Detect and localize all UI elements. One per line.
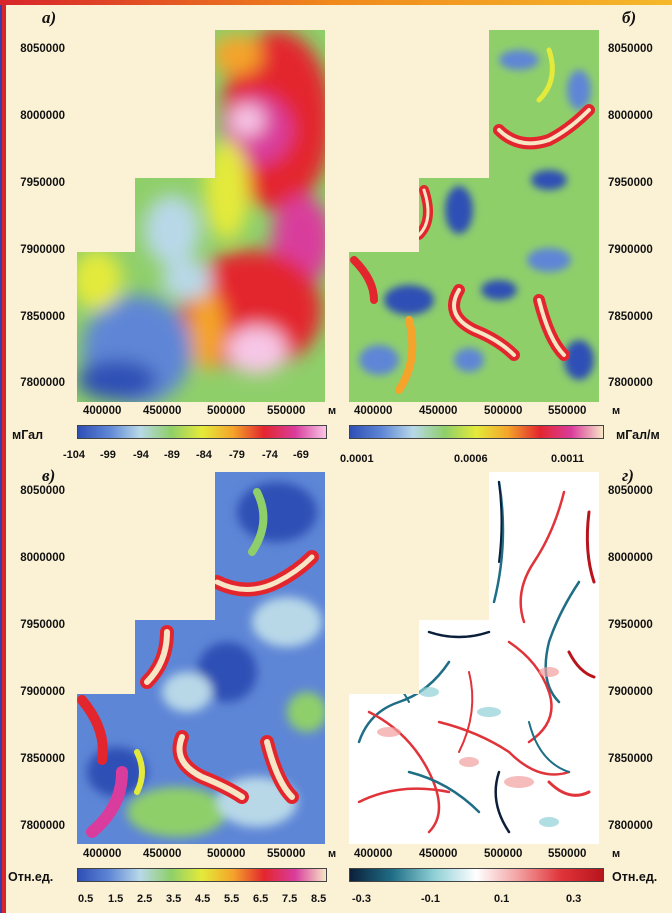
panel-g-ytick: 7800000: [608, 820, 653, 832]
panel-v-ytick: 8000000: [20, 552, 65, 564]
panel-v-xtick: 400000: [83, 848, 122, 860]
panel-v-cb-tick: 3.5: [166, 893, 182, 905]
panel-b-ytick: 8050000: [608, 43, 653, 55]
panel-b-x-unit: м: [612, 405, 621, 417]
panel-v-ytick: 8050000: [20, 485, 65, 497]
panel-b-ytick: 7800000: [608, 377, 653, 389]
panel-a-xtick: 400000: [83, 405, 122, 417]
panel-v-cb-tick: 0.5: [78, 893, 94, 905]
panel-v-x-unit: м: [328, 848, 337, 860]
panel-v-cb-tick: 6.5: [253, 893, 269, 905]
panel-v-ytick: 7800000: [20, 820, 65, 832]
panel-g-letter: г): [622, 466, 634, 485]
panel-g-ytick: 7900000: [608, 686, 653, 698]
panel-b-ytick: 7850000: [608, 311, 653, 323]
panel-a-x-unit: м: [328, 405, 337, 417]
panel-a-cb-tick: -104: [63, 449, 86, 461]
panel-g-colorbar: [349, 868, 604, 882]
panel-a-ytick: 8050000: [20, 43, 65, 55]
panel-a-ytick: 7800000: [20, 377, 65, 389]
panel-g-xtick: 550000: [548, 848, 587, 860]
panel-b-colorbar-label: мГал/м: [616, 428, 660, 442]
panel-g-cb-tick: 0.1: [494, 893, 510, 905]
panel-g-xtick: 500000: [484, 848, 523, 860]
panel-a-letter: а): [42, 8, 57, 27]
panel-v-letter: в): [42, 466, 56, 485]
panel-a-xtick: 500000: [207, 405, 246, 417]
panel-a-cb-tick: -94: [133, 449, 149, 461]
panel-a-xtick: 450000: [143, 405, 182, 417]
panel-b-xtick: 550000: [548, 405, 587, 417]
page-border-left: [0, 0, 6, 913]
panel-v-colorbar: [77, 868, 327, 882]
panel-b-xtick: 500000: [484, 405, 523, 417]
panel-v-cb-tick: 7.5: [282, 893, 298, 905]
panel-a-cb-tick: -74: [262, 449, 278, 461]
panel-v-ytick: 7850000: [20, 753, 65, 765]
panel-b-ytick: 7900000: [608, 244, 653, 256]
panel-g-cb-tick: -0.1: [421, 893, 440, 905]
panel-v-cb-tick: 4.5: [195, 893, 211, 905]
panel-v-map: [77, 472, 325, 844]
panel-v-cb-tick: 5.5: [224, 893, 240, 905]
panel-v-ytick: 7950000: [20, 619, 65, 631]
panel-b-cb-tick: 0.0001: [340, 453, 374, 465]
panel-g-colorbar-label: Отн.ед.: [612, 870, 658, 884]
panel-a-ytick: 7900000: [20, 244, 65, 256]
panel-g-ytick: 8000000: [608, 552, 653, 564]
panel-a-cb-tick: -84: [196, 449, 212, 461]
panel-a-ytick: 8000000: [20, 110, 65, 122]
panel-b-ytick: 8000000: [608, 110, 653, 122]
panel-v-cb-tick: 1.5: [108, 893, 124, 905]
panel-v-xtick: 450000: [143, 848, 182, 860]
panel-g-cb-tick: -0.3: [352, 893, 371, 905]
panel-v-ytick: 7900000: [20, 686, 65, 698]
panel-g-ytick: 8050000: [608, 485, 653, 497]
panel-b-letter: б): [622, 8, 637, 27]
panel-g-map: [349, 472, 599, 844]
panel-a-cb-tick: -79: [229, 449, 245, 461]
panel-v-cb-tick: 8.5: [311, 893, 327, 905]
panel-v-colorbar-label: Отн.ед.: [8, 870, 54, 884]
panel-a-cb-tick: -89: [164, 449, 180, 461]
panel-b-ytick: 7950000: [608, 177, 653, 189]
panel-g-xtick: 450000: [419, 848, 458, 860]
panel-g-ytick: 7950000: [608, 619, 653, 631]
page-border-top: [0, 0, 672, 5]
panel-a-xtick: 550000: [267, 405, 306, 417]
panel-v-xtick: 550000: [267, 848, 306, 860]
panel-b-xtick: 400000: [354, 405, 393, 417]
panel-a-cb-tick: -99: [100, 449, 116, 461]
panel-b-cb-tick: 0.0011: [551, 453, 585, 465]
panel-a-colorbar: [77, 425, 327, 439]
panel-b-gradient-map: [349, 30, 599, 402]
panel-a-colorbar-label: мГал: [12, 428, 44, 442]
panel-g-ytick: 7850000: [608, 753, 653, 765]
panel-b-cb-tick: 0.0006: [454, 453, 488, 465]
panel-g-x-unit: м: [612, 848, 621, 860]
panel-a-ytick: 7850000: [20, 311, 65, 323]
panel-v-xtick: 500000: [207, 848, 246, 860]
panel-b-colorbar: [349, 425, 604, 439]
panel-v-cb-tick: 2.5: [137, 893, 153, 905]
panel-g-cb-tick: 0.3: [566, 893, 582, 905]
panel-a-gravity-map: [77, 30, 325, 402]
panel-a-ytick: 7950000: [20, 177, 65, 189]
panel-g-xtick: 400000: [354, 848, 393, 860]
panel-b-xtick: 450000: [419, 405, 458, 417]
panel-a-cb-tick: -69: [293, 449, 309, 461]
